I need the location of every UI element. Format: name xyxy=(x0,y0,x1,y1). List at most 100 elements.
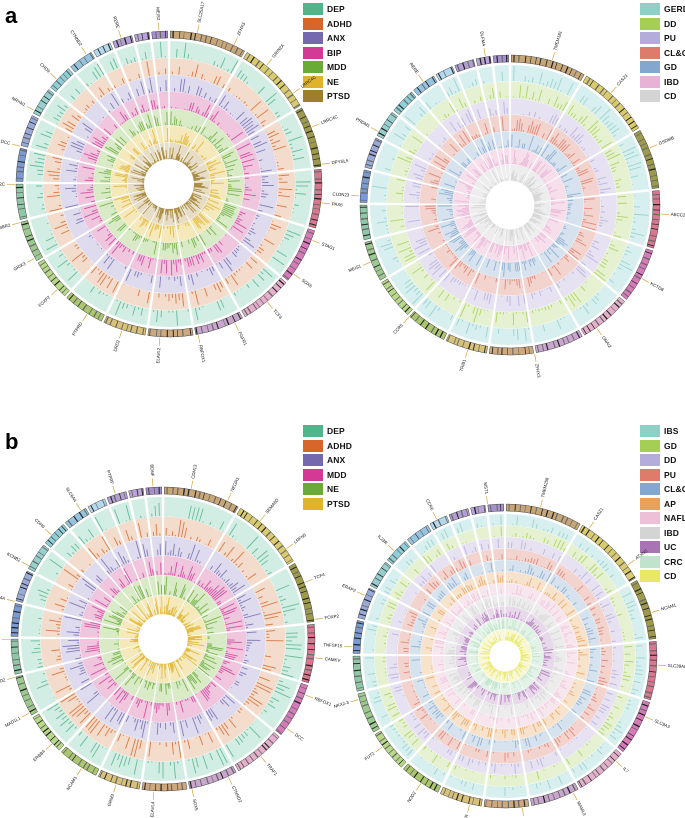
cytoband-stripe xyxy=(189,32,193,40)
cytoband-stripe xyxy=(159,31,162,39)
cytoband-stripe xyxy=(453,337,457,345)
track-background xyxy=(188,191,209,211)
track-background xyxy=(96,198,119,222)
legend-label: PU xyxy=(664,469,677,480)
cytoband-stripe xyxy=(93,310,98,318)
gap-spoke xyxy=(174,659,233,764)
gap-spoke xyxy=(509,64,512,182)
cytoband-stripe xyxy=(614,102,621,109)
cytoband-stripe xyxy=(307,648,315,651)
gene-connector xyxy=(12,222,21,226)
gene-connector xyxy=(27,258,35,263)
track-background xyxy=(96,252,129,282)
gap-spoke xyxy=(44,195,149,258)
cytoband-stripe xyxy=(479,57,482,66)
track-signal xyxy=(130,145,208,223)
cytoband-stripe xyxy=(586,325,591,332)
track-background xyxy=(194,679,227,712)
track-background xyxy=(142,148,157,166)
cytoband-stripe xyxy=(279,83,286,90)
cytoband-stripe xyxy=(554,62,558,70)
track-background xyxy=(144,661,160,683)
cytoband-stripe xyxy=(11,646,19,648)
track-background xyxy=(432,243,460,272)
cytoband-stripe xyxy=(497,347,499,355)
legend-label: BIP xyxy=(327,47,342,58)
cytoband-stripe xyxy=(401,303,408,310)
cytoband-stripe xyxy=(312,158,320,161)
cytoband-stripe xyxy=(47,273,54,278)
cytoband-stripe xyxy=(245,53,251,61)
track-background xyxy=(258,676,299,729)
gap-spoke xyxy=(39,650,143,712)
cytoband-stripe xyxy=(17,160,25,163)
track-background xyxy=(57,106,84,134)
cytoband-stripe xyxy=(88,308,93,315)
gene-label: MEF2C xyxy=(0,182,5,187)
cytoband-stripe xyxy=(11,640,19,642)
cytoband-stripe xyxy=(360,217,368,220)
gwas-track xyxy=(127,142,211,226)
legend-label: NAFLD xyxy=(664,513,685,524)
cytoband-stripe xyxy=(380,127,388,133)
track-background xyxy=(499,261,522,279)
track-background xyxy=(510,98,563,127)
cytoband-stripe xyxy=(14,668,22,672)
cytoband-stripe xyxy=(114,776,119,784)
track-background xyxy=(214,705,257,746)
gap-spoke xyxy=(29,147,147,179)
gwas-track xyxy=(26,41,313,327)
track-background xyxy=(280,625,305,680)
cytoband-stripe xyxy=(456,338,460,346)
gap-spoke xyxy=(105,205,159,314)
track-background xyxy=(198,119,234,155)
cytoband-stripe xyxy=(307,136,315,139)
cytoband-stripe xyxy=(360,212,368,214)
gwas-tracks xyxy=(26,41,313,327)
cytoband-stripe xyxy=(123,37,128,45)
cytoband-stripe xyxy=(54,280,61,286)
track-signal xyxy=(390,85,629,326)
cytoband-stripe xyxy=(314,178,322,180)
track-background xyxy=(514,226,530,245)
chromosome-band xyxy=(60,746,100,776)
cytoband-stripe xyxy=(115,320,119,328)
cytoband-stripe xyxy=(23,577,31,582)
cytoband-stripe xyxy=(215,38,219,46)
cytoband-stripe xyxy=(649,654,657,656)
track-background xyxy=(149,516,163,537)
gene-label: NCAM1 xyxy=(660,602,677,611)
cytoband-stripe xyxy=(276,728,283,735)
track-background xyxy=(212,658,243,692)
legend-swatch xyxy=(640,483,660,496)
track-background xyxy=(118,227,144,252)
cytoband-stripe xyxy=(395,106,402,113)
cytoband-stripe xyxy=(305,130,313,134)
track-background xyxy=(184,667,212,695)
cytoband-stripe xyxy=(18,207,26,210)
track-background xyxy=(486,773,526,787)
cytoband-stripe xyxy=(11,652,19,654)
gwas-track xyxy=(452,147,568,263)
cytoband-stripe xyxy=(292,570,300,575)
cytoband-stripe xyxy=(176,487,179,495)
track-background xyxy=(54,563,83,592)
track-background xyxy=(117,147,137,165)
track-background xyxy=(52,531,83,562)
track-background xyxy=(216,90,263,137)
legend-item: CRC xyxy=(640,555,685,570)
cytoband-stripe xyxy=(461,340,465,348)
gwas-track xyxy=(386,81,634,329)
track-background xyxy=(60,639,83,663)
gap-spoke xyxy=(513,227,534,344)
cytoband-stripe xyxy=(62,73,68,79)
cytoband-stripe xyxy=(123,492,126,500)
cytoband-stripe xyxy=(311,212,319,216)
track-background xyxy=(109,104,131,127)
cytoband-stripe xyxy=(298,250,306,255)
cytoband-stripe xyxy=(176,783,179,791)
cytoband-stripe xyxy=(165,31,167,39)
legend-swatch xyxy=(640,90,660,103)
cytoband-stripe xyxy=(120,322,124,330)
cytoband-stripe xyxy=(477,344,481,352)
